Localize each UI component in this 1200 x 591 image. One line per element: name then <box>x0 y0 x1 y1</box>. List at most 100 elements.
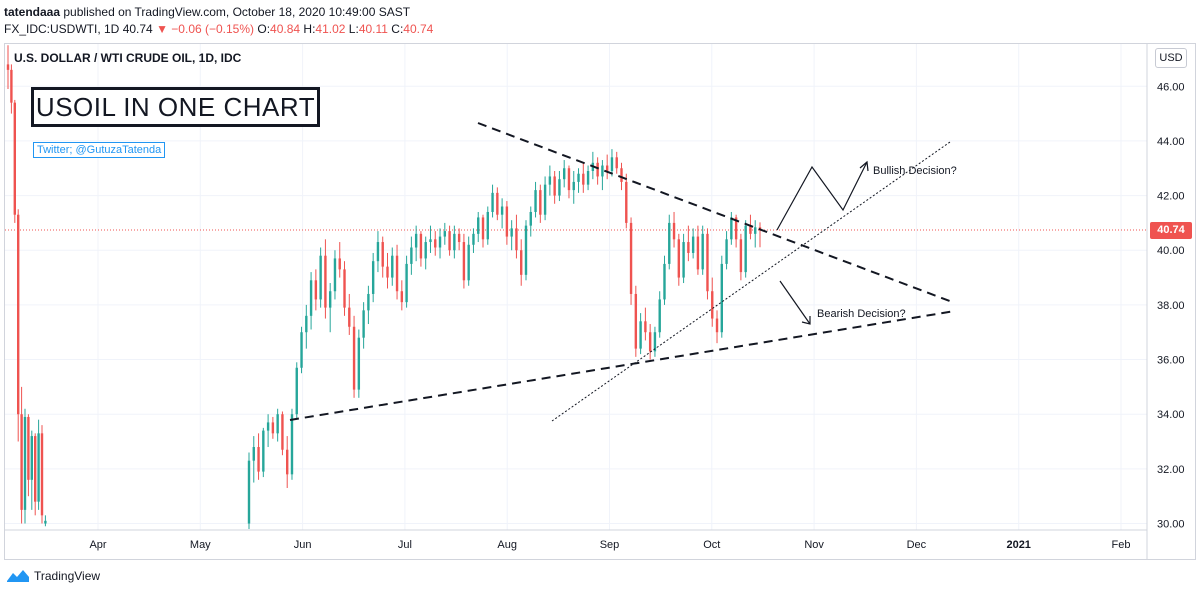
time-axis[interactable]: Apr May Jun Jul Aug Sep Oct Nov Dec 2021 Feb <box>89 539 1130 551</box>
candle <box>247 452 251 529</box>
close-label: C: <box>391 22 404 36</box>
candle <box>400 280 404 311</box>
candle <box>582 162 585 193</box>
x-tick-label: Jul <box>398 539 412 551</box>
publisher-line: tatendaaa published on TradingView.com, … <box>4 5 410 19</box>
candle <box>324 239 327 319</box>
candle <box>558 170 561 202</box>
candle <box>477 211 480 243</box>
candle <box>295 362 298 420</box>
candle <box>314 269 318 311</box>
candle <box>668 214 671 270</box>
symbol-title[interactable]: U.S. DOLLAR / WTI CRUDE OIL, 1D, IDC <box>14 51 242 65</box>
bearish-label[interactable]: Bearish Decision? <box>817 308 906 320</box>
y-tick-label: 44.00 <box>1157 136 1185 148</box>
bullish-label[interactable]: Bullish Decision? <box>873 165 957 177</box>
candle <box>328 283 332 333</box>
candle <box>348 293 351 335</box>
candle <box>496 187 499 221</box>
candle <box>300 326 303 374</box>
candle <box>672 211 676 248</box>
top-bar: tatendaaa published on TradingView.com, … <box>4 2 1194 38</box>
candle <box>371 252 375 303</box>
candle <box>276 408 279 442</box>
candle <box>682 233 685 284</box>
candle <box>639 313 642 355</box>
candle <box>44 515 47 527</box>
drawings[interactable] <box>289 122 956 422</box>
upper-trendline[interactable] <box>477 122 956 304</box>
candle <box>701 225 704 275</box>
candle <box>534 181 537 218</box>
candle <box>20 386 23 524</box>
lower-trendline[interactable] <box>289 310 956 421</box>
candle <box>286 436 289 489</box>
candle <box>27 414 30 497</box>
bullish-arrow-icon <box>859 160 869 172</box>
author-name[interactable]: tatendaaa <box>4 5 61 19</box>
currency-badge[interactable]: USD <box>1155 48 1187 68</box>
candle <box>634 285 638 357</box>
candle <box>706 228 709 300</box>
grid-lines <box>5 44 1147 530</box>
candle <box>553 170 556 204</box>
candle <box>13 99 16 223</box>
candle <box>391 247 394 286</box>
candle <box>572 170 575 204</box>
candle <box>266 414 270 448</box>
y-tick-label: 30.00 <box>1157 519 1185 531</box>
bullish-path[interactable] <box>776 161 868 231</box>
candle <box>30 430 33 510</box>
headline-textbox[interactable]: USOIL IN ONE CHART <box>31 87 320 127</box>
price-axis[interactable]: 30.00 32.00 34.00 36.00 38.00 40.00 42.00 44.00… <box>1157 81 1185 530</box>
y-tick-label: 36.00 <box>1157 355 1185 367</box>
y-tick-label: 32.00 <box>1157 464 1185 476</box>
x-tick-label: Nov <box>804 539 824 551</box>
ohlc-line: FX_IDC:USDWTI, 1D 40.74 ▼ −0.06 (−0.15%)… <box>4 22 433 36</box>
candle <box>520 239 523 286</box>
y-tick-label: 34.00 <box>1157 409 1185 421</box>
change-value: −0.06 (−0.15%) <box>171 22 255 36</box>
candle <box>725 231 728 270</box>
candle <box>567 165 571 199</box>
candle <box>271 416 275 439</box>
candle <box>434 231 437 256</box>
candle <box>34 433 37 516</box>
candle <box>414 225 418 262</box>
bearish-path[interactable] <box>779 280 811 325</box>
x-tick-label: Aug <box>497 539 517 551</box>
x-tick-label: Jun <box>294 539 312 551</box>
candle <box>510 220 513 251</box>
published-text: published on TradingView.com, October 18… <box>63 5 411 19</box>
candle <box>629 217 633 305</box>
candle <box>467 236 470 286</box>
candle <box>577 168 580 193</box>
candle <box>23 408 27 524</box>
open-label: O: <box>257 22 271 36</box>
candle <box>357 329 361 398</box>
candle <box>453 225 456 259</box>
candle <box>472 228 475 253</box>
candle <box>252 436 255 483</box>
candle <box>262 427 265 478</box>
candle <box>333 250 337 300</box>
candle <box>500 198 504 229</box>
candle <box>457 228 461 251</box>
candle <box>443 222 447 245</box>
candle <box>529 206 532 237</box>
candle <box>677 233 681 286</box>
dotted-support-line[interactable] <box>551 141 951 422</box>
y-tick-label: 42.00 <box>1157 191 1185 203</box>
candle <box>720 255 723 338</box>
candle <box>281 411 284 456</box>
candles <box>6 45 762 529</box>
candle <box>386 252 389 289</box>
candle <box>10 64 13 114</box>
x-tick-label: Feb <box>1112 539 1131 551</box>
candle <box>691 228 695 259</box>
candle <box>462 233 466 289</box>
y-tick-label: 46.00 <box>1157 81 1185 93</box>
tradingview-footer[interactable]: TradingView <box>6 566 100 586</box>
twitter-callout[interactable]: Twitter; @GutuzaTatenda <box>33 142 166 158</box>
